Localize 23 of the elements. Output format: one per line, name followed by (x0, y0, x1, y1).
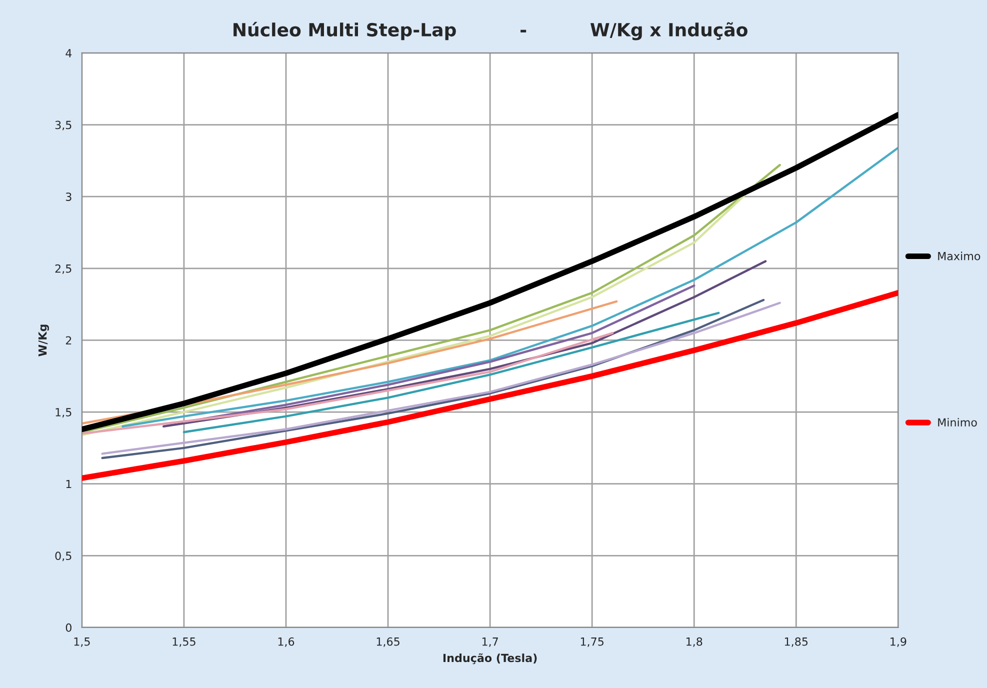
x-tick-label: 1,55 (172, 638, 196, 647)
legend-label: Maximo (938, 252, 980, 260)
x-tick-label: 1,75 (580, 638, 604, 647)
x-tick-label: 1,85 (784, 637, 808, 647)
y-tick-label: 1 (66, 480, 72, 488)
x-tick-label: 1,65 (376, 637, 400, 647)
y-tick-label: 4 (66, 49, 72, 58)
y-tick-label: 3 (66, 192, 72, 201)
x-tick-label: 1,9 (890, 637, 906, 647)
y-tick-label: 0,5 (55, 552, 72, 562)
y-tick-label: 2,5 (55, 264, 72, 274)
chart-title: Núcleo Multi Step-Lap - W/Kg x Indução (234, 22, 748, 40)
legend-label: Minimo (938, 418, 977, 427)
y-tick-label: 0 (66, 623, 72, 632)
x-tick-label: 1,5 (74, 638, 90, 647)
y-tick-label: 2 (66, 336, 72, 344)
x-tick-label: 1,8 (686, 637, 702, 647)
y-tick-label: 3,5 (55, 120, 72, 130)
y-tick-label: 1,5 (56, 408, 72, 418)
y-axis-title: W/Kg (38, 324, 49, 356)
x-axis-title: Indução (Tesla) (443, 653, 537, 664)
x-tick-label: 1,6 (278, 637, 294, 647)
x-tick-label: 1,7 (482, 638, 498, 647)
